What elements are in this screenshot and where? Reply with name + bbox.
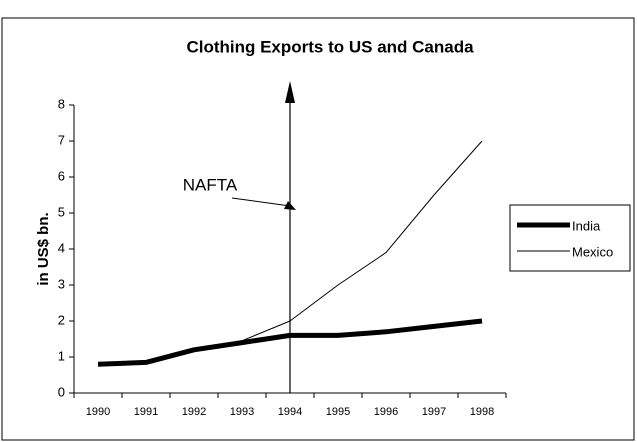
x-tick-label: 1997 [422,406,446,418]
x-tick-label: 1992 [182,406,206,418]
legend [509,204,631,272]
y-tick-label: 6 [58,168,65,183]
y-tick-label: 0 [58,384,65,399]
x-tick-label: 1990 [86,406,110,418]
legend-label: India [572,218,601,233]
x-tick-label: 1998 [470,406,494,418]
series-line [97,140,483,365]
y-tick-label: 8 [58,96,65,111]
y-tick-label: 1 [58,348,65,363]
y-tick-label: 5 [58,204,65,219]
annotation: NAFTA [183,175,238,194]
series-line [97,318,483,367]
chart-title: Clothing Exports to US and Canada [186,37,474,56]
marker-arrowhead [285,81,295,103]
x-tick-label: 1995 [326,406,350,418]
x-tick-label: 1996 [374,406,398,418]
legend-label: Mexico [572,244,613,259]
y-axis-label: in US$ bn. [35,212,52,285]
x-tick-label: 1993 [230,406,254,418]
y-tick-label: 7 [58,132,65,147]
y-tick-label: 4 [58,240,65,255]
y-tick-label: 3 [58,276,65,291]
x-tick-label: 1991 [134,406,158,418]
annotation-arrow [231,197,291,207]
x-tick-label: 1994 [278,406,302,418]
y-tick-label: 2 [58,312,65,327]
